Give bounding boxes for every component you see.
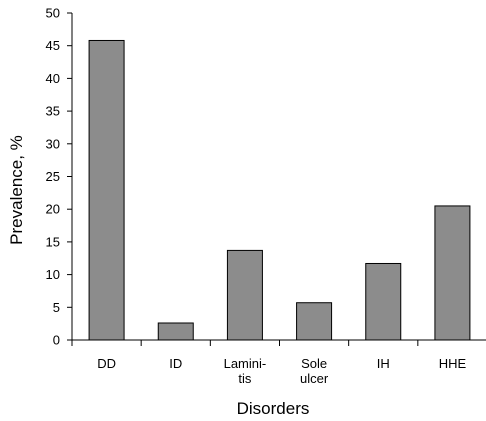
y-tick-label: 25 [46, 169, 60, 184]
y-axis: 0 5 10 15 20 25 30 35 40 45 50 [46, 6, 73, 348]
x-tick-label: IH [377, 356, 390, 371]
y-tick-label: 40 [46, 71, 60, 86]
x-tick-label: Lamini- [224, 356, 267, 371]
bars [88, 39, 471, 341]
y-tick-label: 10 [46, 267, 60, 282]
bar [434, 205, 471, 341]
y-tick-label: 50 [46, 6, 60, 21]
y-axis-title: Prevalence, % [7, 135, 26, 245]
y-tick-label: 30 [46, 136, 60, 151]
bar [365, 262, 402, 341]
x-axis [71, 339, 486, 346]
x-tick-label: Sole [301, 356, 327, 371]
y-tick-label: 0 [53, 333, 60, 348]
x-tick-label: ID [169, 356, 182, 371]
x-tick-label: HHE [439, 356, 467, 371]
y-tick-label: 5 [53, 300, 60, 315]
bar [157, 322, 194, 341]
x-tick-label: ulcer [300, 371, 329, 386]
y-tick-label: 15 [46, 234, 60, 249]
bar [226, 249, 263, 341]
y-tick-label: 20 [46, 202, 60, 217]
x-axis-title: Disorders [237, 399, 310, 418]
x-tick-label: DD [97, 356, 116, 371]
bar [88, 39, 125, 341]
bar [296, 302, 333, 341]
x-tick-label: tis [238, 371, 252, 386]
y-tick-label: 45 [46, 38, 60, 53]
y-tick-label: 35 [46, 104, 60, 119]
